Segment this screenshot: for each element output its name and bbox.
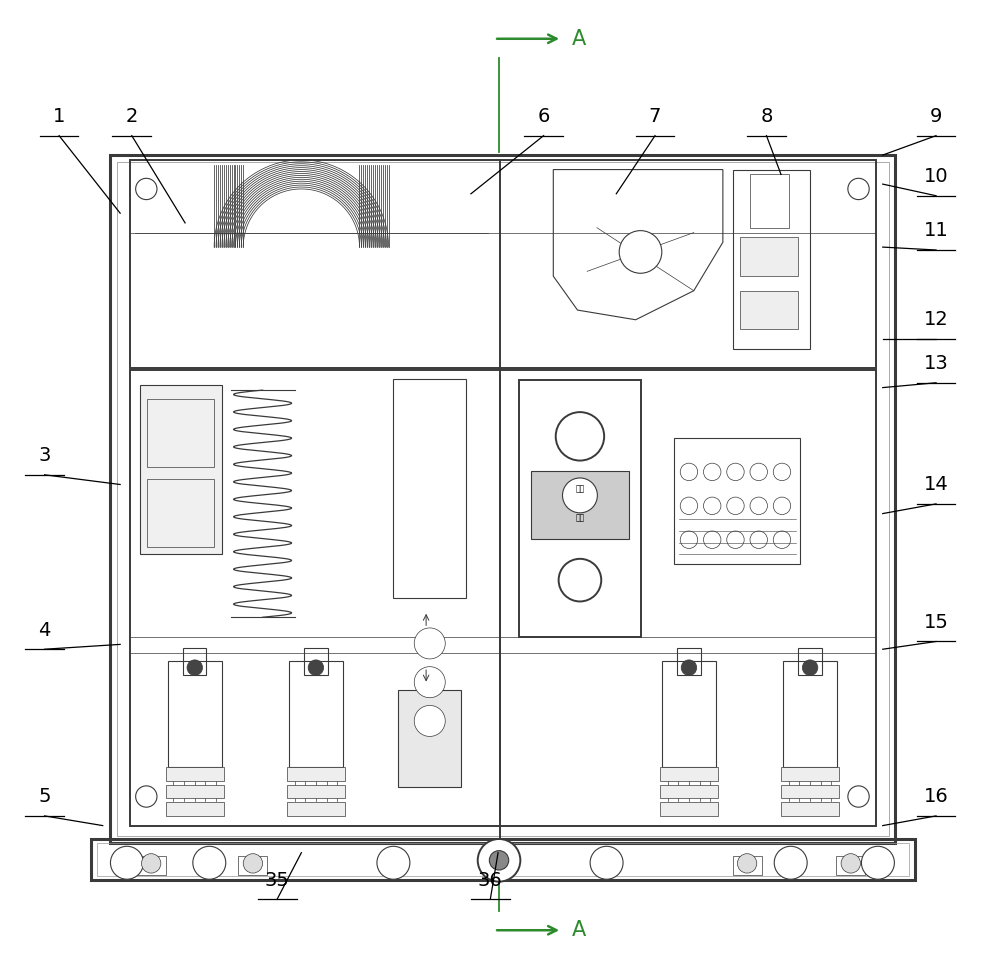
Text: 9: 9: [930, 107, 942, 126]
Bar: [117, 162, 889, 836]
Bar: [168, 661, 222, 767]
Text: 11: 11: [924, 221, 948, 240]
Bar: [91, 839, 915, 880]
Text: 13: 13: [924, 354, 948, 373]
Bar: [660, 785, 718, 798]
Bar: [781, 785, 839, 798]
Circle shape: [559, 559, 601, 602]
Bar: [660, 802, 718, 816]
Bar: [781, 802, 839, 816]
Text: 14: 14: [924, 475, 948, 494]
Bar: [393, 379, 466, 598]
Text: 35: 35: [265, 870, 290, 890]
Bar: [166, 802, 224, 816]
Bar: [238, 856, 267, 875]
Circle shape: [414, 667, 445, 698]
Bar: [140, 385, 222, 554]
Circle shape: [563, 478, 597, 513]
Circle shape: [243, 854, 263, 873]
Bar: [130, 160, 876, 368]
Circle shape: [136, 178, 157, 200]
Text: 16: 16: [924, 787, 948, 806]
Bar: [287, 785, 345, 798]
Bar: [733, 170, 810, 349]
Text: 合闸: 合闸: [575, 484, 585, 493]
Text: 5: 5: [38, 787, 51, 806]
Circle shape: [590, 846, 623, 879]
Bar: [287, 802, 345, 816]
Circle shape: [414, 628, 445, 659]
Text: 6: 6: [537, 107, 550, 126]
Circle shape: [737, 854, 757, 873]
Bar: [97, 843, 909, 876]
Text: 8: 8: [760, 107, 773, 126]
Text: 7: 7: [649, 107, 661, 126]
Bar: [674, 438, 800, 564]
Text: 12: 12: [924, 310, 948, 329]
Circle shape: [802, 660, 818, 675]
Bar: [147, 399, 214, 467]
Circle shape: [619, 231, 662, 273]
Circle shape: [848, 786, 869, 807]
Circle shape: [861, 846, 894, 879]
Bar: [677, 648, 701, 675]
Text: 10: 10: [924, 167, 948, 186]
Text: 36: 36: [478, 870, 503, 890]
Bar: [304, 648, 328, 675]
Bar: [798, 648, 822, 675]
Bar: [166, 767, 224, 781]
Bar: [836, 856, 865, 875]
Text: 1: 1: [53, 107, 65, 126]
Bar: [740, 291, 798, 329]
Circle shape: [187, 660, 203, 675]
Bar: [531, 471, 629, 539]
Circle shape: [681, 660, 697, 675]
Text: 分闸: 分闸: [575, 514, 585, 522]
Circle shape: [774, 846, 807, 879]
Bar: [147, 479, 214, 547]
Text: A: A: [572, 29, 586, 48]
Circle shape: [489, 851, 509, 870]
Circle shape: [110, 846, 143, 879]
Bar: [519, 380, 641, 637]
Bar: [287, 767, 345, 781]
Bar: [130, 370, 876, 826]
Circle shape: [136, 786, 157, 807]
Bar: [740, 237, 798, 276]
Circle shape: [478, 839, 520, 882]
Bar: [662, 661, 716, 767]
Circle shape: [556, 412, 604, 460]
Circle shape: [377, 846, 410, 879]
Circle shape: [848, 178, 869, 200]
Bar: [733, 856, 762, 875]
Text: A: A: [572, 921, 586, 940]
Text: 4: 4: [38, 620, 51, 640]
Bar: [660, 767, 718, 781]
Circle shape: [308, 660, 324, 675]
Text: 15: 15: [924, 612, 948, 632]
Bar: [289, 661, 343, 767]
Bar: [783, 661, 837, 767]
Bar: [166, 785, 224, 798]
Circle shape: [414, 705, 445, 736]
Bar: [110, 155, 895, 843]
Circle shape: [841, 854, 860, 873]
Bar: [183, 648, 206, 675]
Bar: [137, 856, 166, 875]
Bar: [750, 174, 789, 228]
Circle shape: [141, 854, 161, 873]
Circle shape: [193, 846, 226, 879]
Text: 3: 3: [38, 446, 51, 465]
Bar: [398, 690, 461, 787]
Bar: [781, 767, 839, 781]
Text: 2: 2: [126, 107, 138, 126]
